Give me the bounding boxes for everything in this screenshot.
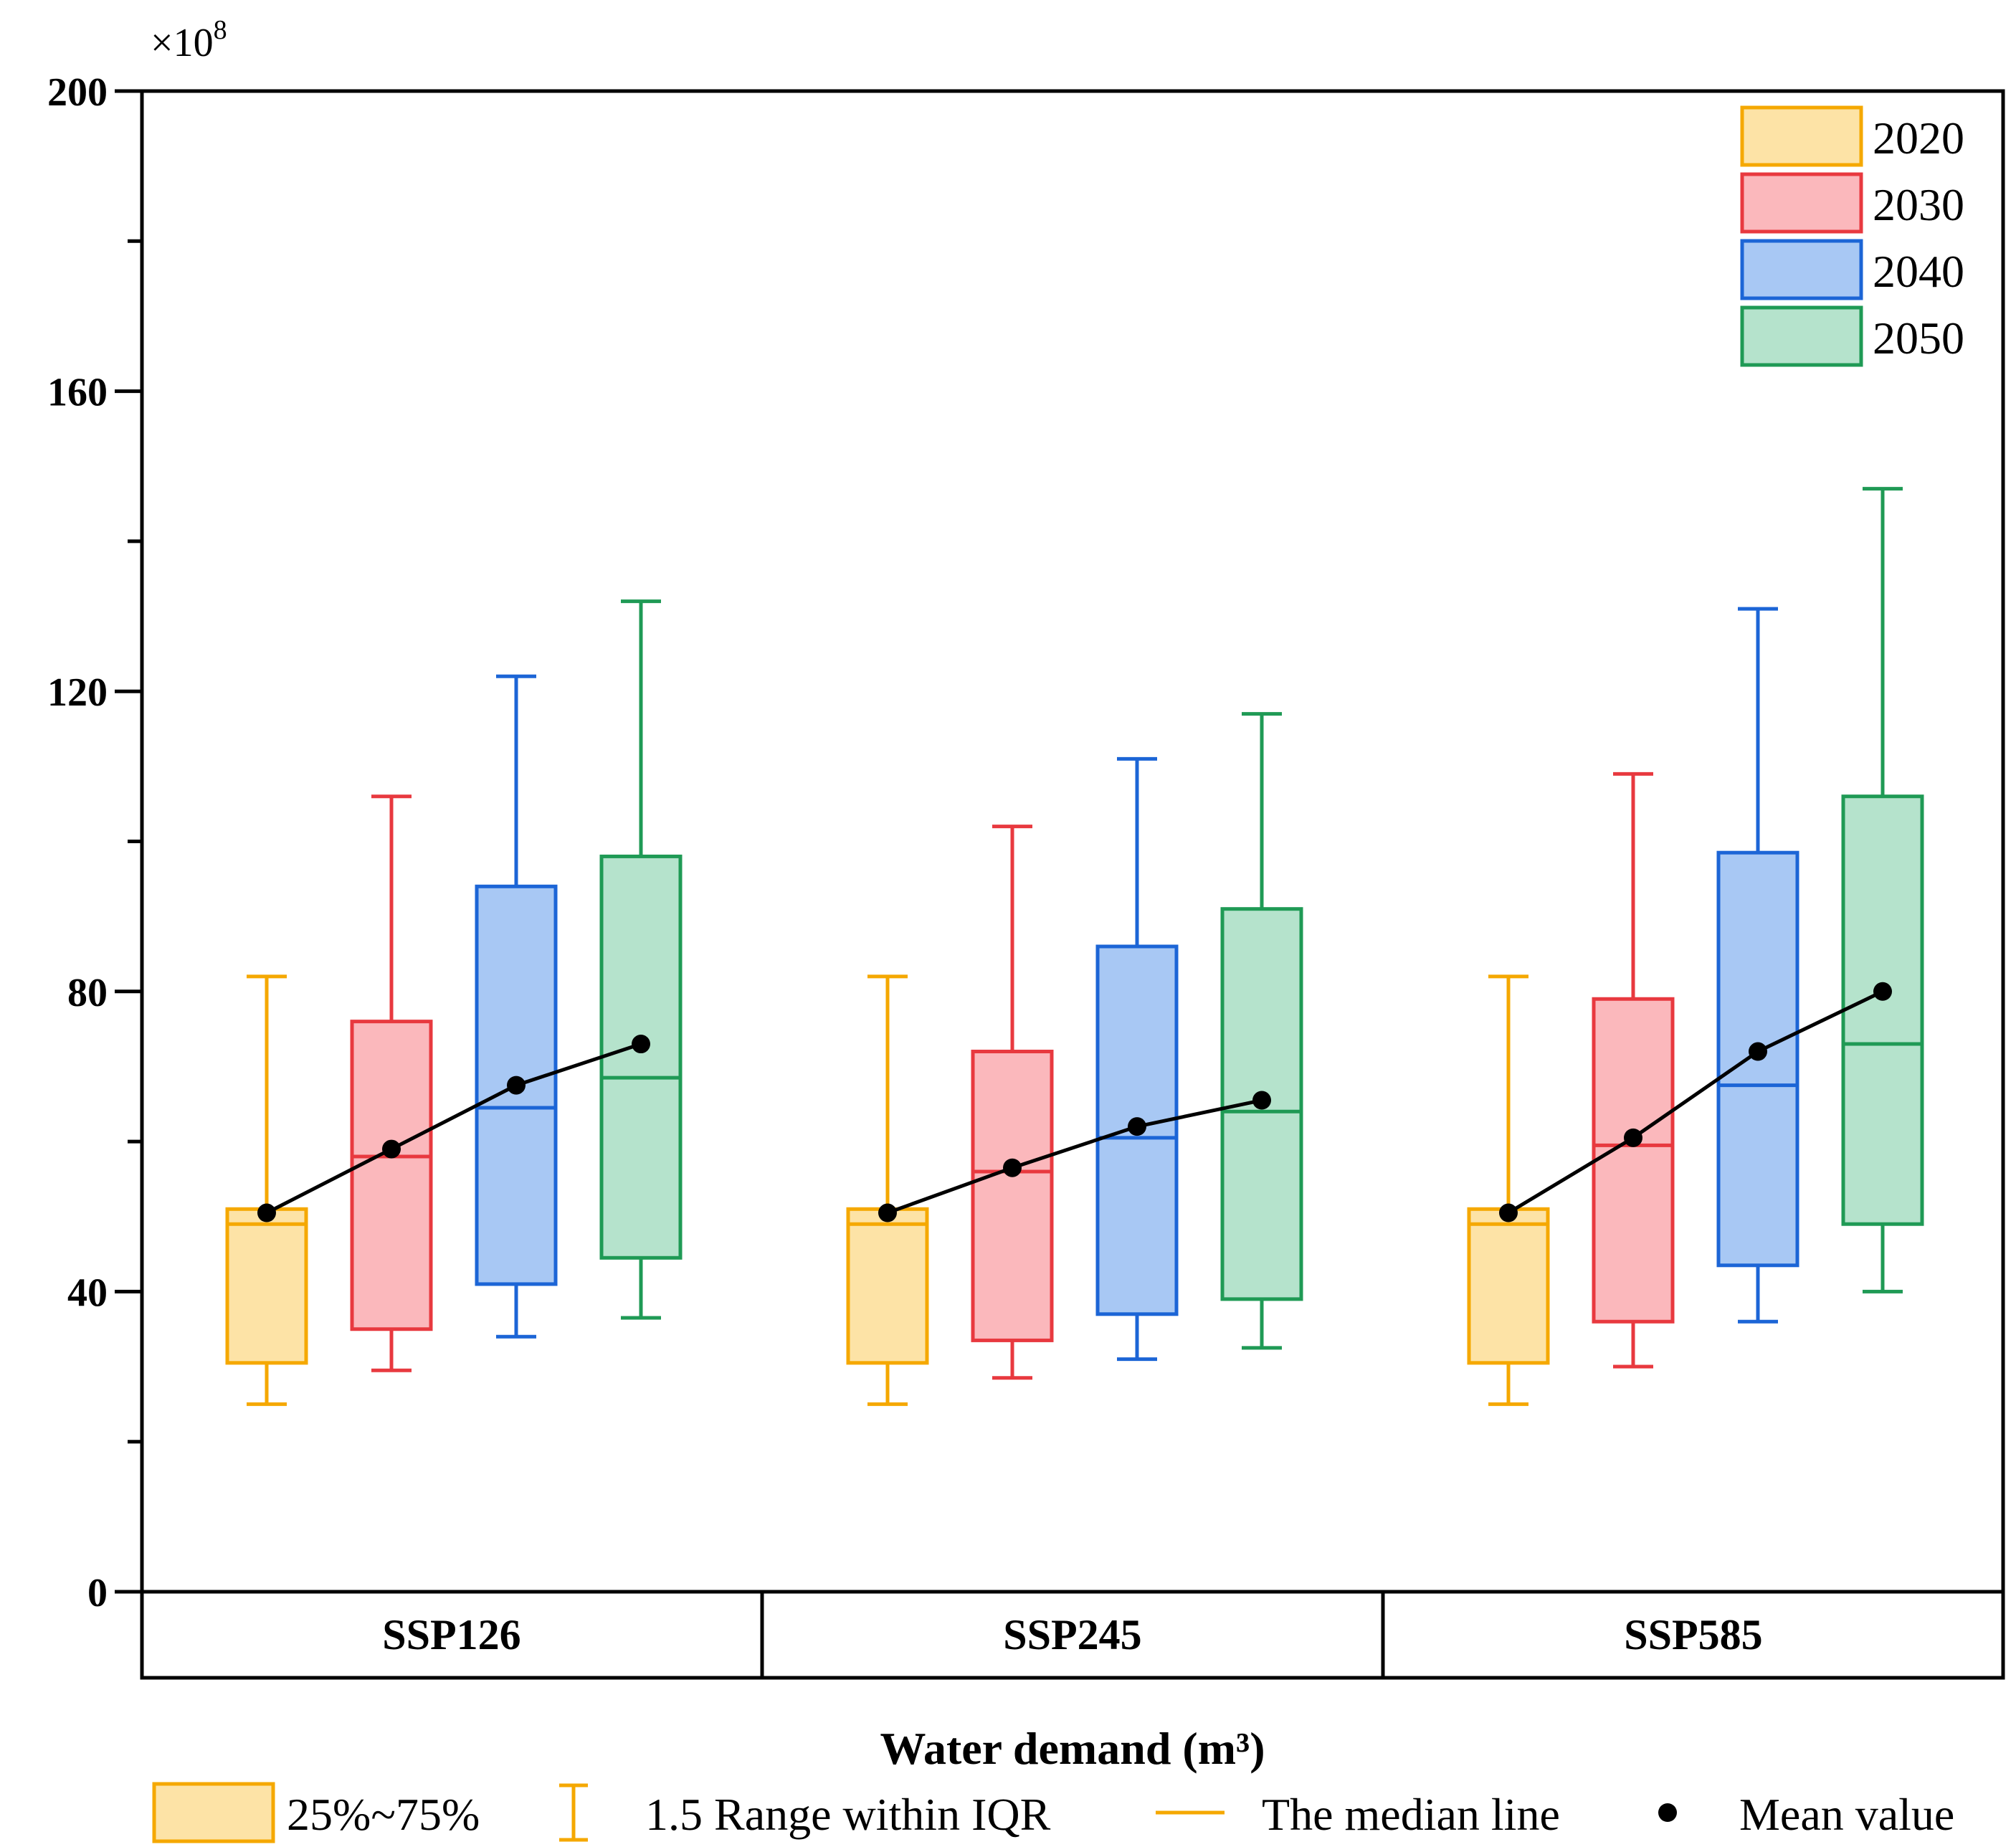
group-label-ssp585: SSP585 <box>1624 1611 1762 1658</box>
box-plot-series <box>225 487 1924 1406</box>
mean-point-2030 <box>382 1139 401 1159</box>
legend-label-2020: 2020 <box>1873 113 1964 163</box>
box-ssp245-2050 <box>1220 712 1303 1350</box>
group-strip <box>140 1590 2005 1680</box>
box-ssp126-2020 <box>225 974 308 1406</box>
box-ssp585-2020 <box>1467 974 1550 1406</box>
mean-trend-line <box>265 1042 642 1215</box>
y-tick-label-160: 160 <box>47 371 108 415</box>
legend-swatch-2020 <box>1740 105 1863 167</box>
key-mean-label: Mean value <box>1739 1789 1954 1840</box>
box-ssp126-2040 <box>475 674 558 1339</box>
key-box-label: 25%~75% <box>287 1789 480 1840</box>
iqr-box <box>350 1020 433 1331</box>
mean-lines <box>257 982 1892 1222</box>
y-tick-label-80: 80 <box>67 971 108 1015</box>
mean-line-ssp585 <box>1499 982 1892 1222</box>
y-tick-label-120: 120 <box>47 670 108 715</box>
mean-point-2020 <box>878 1203 897 1222</box>
series-legend: 2020 2030 2040 2050 <box>1740 105 1964 367</box>
key-range-icon <box>559 1783 588 1842</box>
key-range-label: 1.5 Range within IQR <box>645 1789 1051 1840</box>
mean-point-2050 <box>1873 982 1892 1001</box>
box-ssp245-2020 <box>846 974 929 1406</box>
iqr-box <box>971 1050 1054 1342</box>
key-median-label: The median line <box>1262 1789 1560 1840</box>
box-ssp245-2030 <box>971 825 1054 1380</box>
box-ssp126-2030 <box>350 794 433 1372</box>
iqr-box <box>1841 794 1924 1226</box>
y-tick-label-0: 0 <box>87 1571 108 1615</box>
mean-point-2020 <box>1499 1203 1518 1222</box>
plot-frame <box>140 89 2005 1594</box>
iqr-box <box>599 854 683 1260</box>
box-ssp245-2040 <box>1095 756 1179 1362</box>
iqr-box <box>1467 1207 1550 1365</box>
legend-swatch-2040 <box>1740 239 1863 300</box>
x-axis-title: Water demand (m³) <box>880 1723 1265 1774</box>
iqr-box <box>225 1207 308 1365</box>
y-multiplier: ×108 <box>151 15 227 65</box>
y-tick-label-200: 200 <box>47 70 108 115</box>
y-tick-label-40: 40 <box>67 1271 108 1315</box>
legend-label-2040: 2040 <box>1873 246 1964 297</box>
y-axis: 0 40 80 120 160 200 <box>47 70 142 1615</box>
legend-label-2050: 2050 <box>1873 313 1964 364</box>
iqr-box <box>1592 997 1675 1324</box>
symbol-key: 25%~75% 1.5 Range within IQR The median … <box>152 1782 1954 1843</box>
box-ssp585-2040 <box>1716 607 1799 1324</box>
key-box-swatch <box>152 1782 275 1843</box>
box-ssp585-2050 <box>1841 487 1924 1293</box>
legend-swatch-2030 <box>1740 172 1863 234</box>
iqr-box <box>846 1207 929 1365</box>
mean-line-ssp245 <box>878 1091 1271 1222</box>
mean-point-2050 <box>1252 1091 1271 1110</box>
key-mean-icon <box>1658 1803 1677 1822</box>
mean-point-2030 <box>1003 1158 1022 1177</box>
mean-line-ssp126 <box>257 1035 650 1222</box>
group-label-ssp245: SSP245 <box>1003 1611 1141 1658</box>
box-ssp585-2030 <box>1592 771 1675 1369</box>
mean-point-2050 <box>632 1035 650 1054</box>
mean-point-2040 <box>1128 1117 1146 1136</box>
legend-swatch-2050 <box>1740 305 1863 367</box>
mean-trend-line <box>1507 989 1884 1215</box>
mean-point-2040 <box>1749 1042 1767 1061</box>
mean-trend-line <box>887 1098 1263 1215</box>
legend-label-2030: 2030 <box>1873 179 1964 230</box>
mean-point-2030 <box>1624 1128 1642 1147</box>
box-ssp126-2050 <box>599 599 683 1320</box>
mean-point-2040 <box>507 1076 526 1095</box>
mean-point-2020 <box>257 1203 276 1222</box>
group-label-ssp126: SSP126 <box>382 1611 520 1658</box>
